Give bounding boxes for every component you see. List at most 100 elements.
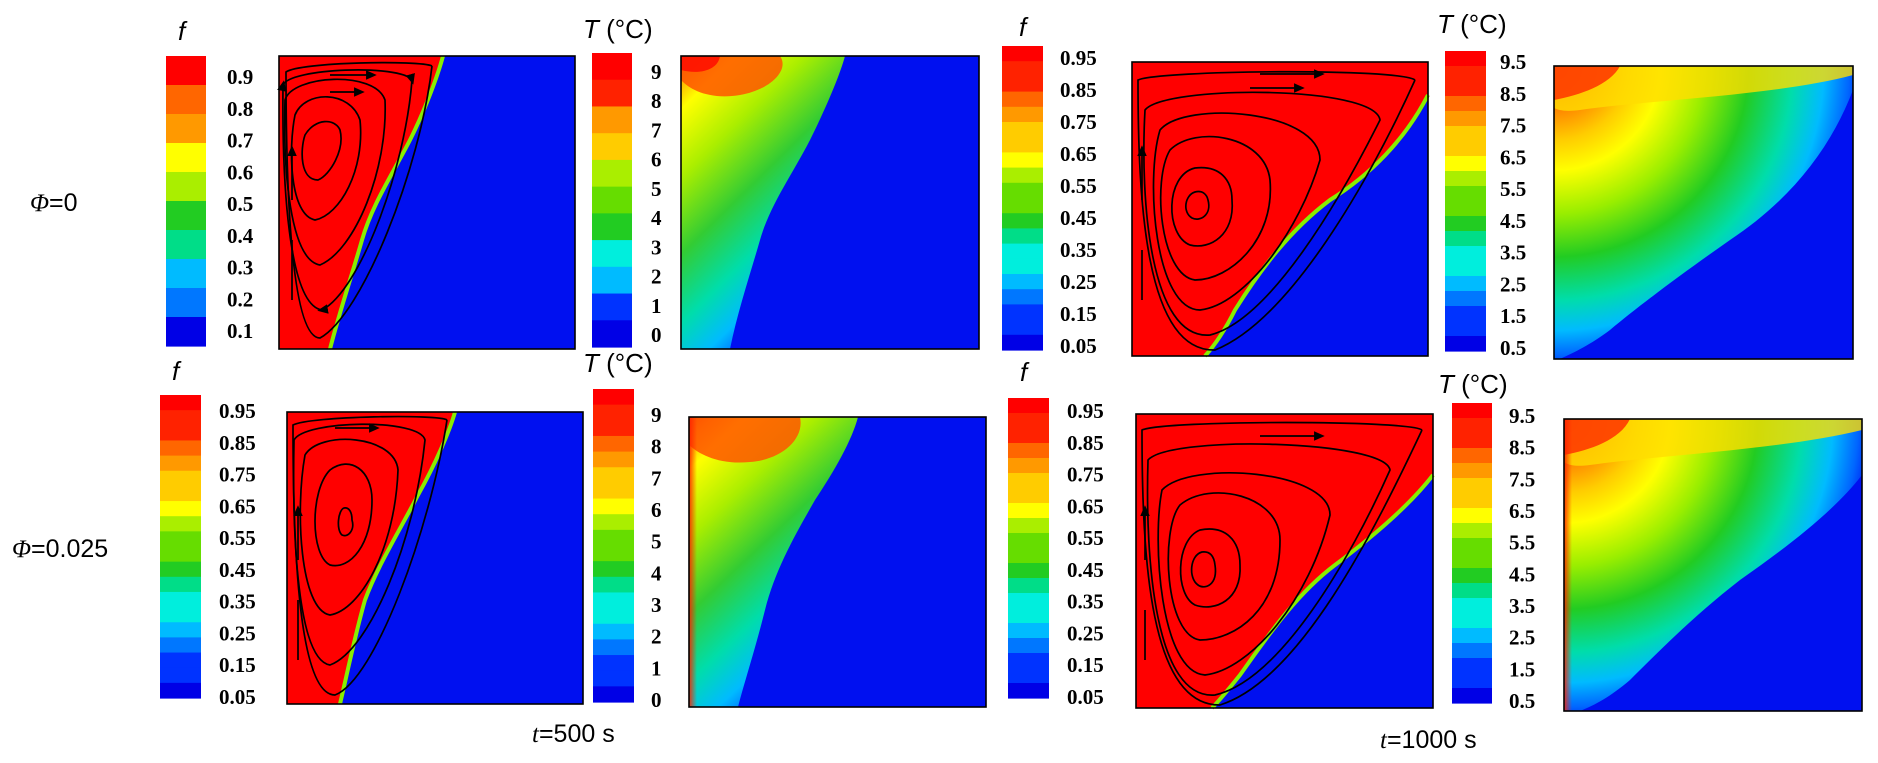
warm-zone	[1564, 419, 1862, 466]
hot-zone	[1564, 419, 1630, 455]
colorbar-band	[1002, 167, 1043, 184]
colorbar-tick-label: 0.95	[1060, 46, 1097, 70]
colorbar-band	[593, 576, 634, 594]
colorbar-tick-label: 0.95	[1067, 399, 1104, 423]
mushy-interface	[1203, 94, 1430, 358]
panel-frame	[278, 55, 576, 350]
colorbar-band	[160, 485, 201, 502]
streamline	[337, 507, 354, 537]
colorbar-band	[1452, 403, 1492, 419]
colorbar-band	[1002, 122, 1043, 138]
colorbar-band	[593, 389, 634, 406]
colorbar-band	[593, 561, 634, 578]
colorbar-tick-label: 7.5	[1509, 467, 1535, 491]
streamline	[1157, 472, 1331, 676]
colorbar-band	[593, 545, 634, 562]
colorbar-band	[1008, 443, 1049, 459]
colorbar-band	[1452, 478, 1492, 494]
colorbar-band	[592, 133, 632, 161]
colorbar-tick-label: 0.25	[219, 621, 256, 645]
colorbar-band	[1452, 568, 1492, 584]
colorbar-band	[160, 470, 201, 487]
colorbar-tick-label: 3	[651, 235, 662, 259]
time-label-500: t=500 s	[532, 720, 615, 748]
colorbar-band	[1445, 81, 1486, 97]
colorbar-band	[160, 637, 201, 654]
colorbar-band	[593, 639, 634, 656]
colorbar-title-f: f	[178, 16, 188, 46]
colorbar-band	[166, 259, 206, 289]
colorbar-tick-label: 0.55	[1060, 174, 1097, 198]
colorbar-band	[160, 440, 201, 457]
colorbar-tick-label: 6.5	[1509, 499, 1535, 523]
colorbar-title-T: T (°C)	[583, 14, 653, 44]
colorbar-tick-label: 1	[651, 656, 662, 680]
colorbar-tick-label: 9.5	[1509, 404, 1535, 428]
colorbar-band	[1445, 216, 1486, 232]
colorbar-band	[1452, 628, 1492, 644]
streamline	[283, 69, 413, 310]
colorbar-band	[593, 670, 634, 687]
colorbar-tick-label: 9	[651, 60, 662, 84]
colorbar-band	[1008, 578, 1049, 594]
panel-f-phi0-t500	[278, 55, 576, 350]
panel-frame	[680, 55, 980, 350]
colorbar-tick-label: 0.85	[1060, 78, 1097, 102]
streamline	[292, 415, 448, 696]
colorbar-tick-label: 3.5	[1500, 241, 1526, 265]
colorbar-band	[592, 240, 632, 268]
colorbar-band	[1452, 583, 1492, 599]
colorbar-band	[593, 514, 634, 531]
colorbar-band	[166, 317, 206, 347]
colorbar-T-row1-t1000: 9.5 8.5 7.5 6.5 5.5 4.5 3.5 2.5 1.5 0.5	[1445, 50, 1526, 360]
colorbar-tick-label: 0.35	[1060, 238, 1097, 262]
colorbar-band	[1452, 418, 1492, 434]
colorbar-f-row1-t500: 0.9 0.8 0.7 0.6 0.5 0.4 0.3 0.2 0.1	[166, 56, 254, 347]
colorbar-tick-label: 3	[651, 593, 662, 617]
colorbar-tick-label: 0.1	[227, 319, 253, 343]
colorbar-band	[1452, 523, 1492, 539]
panel-T-phi0025-t1000	[1563, 418, 1863, 712]
colorbar-band	[1452, 493, 1492, 509]
streamlines	[1142, 421, 1423, 706]
colorbar-band	[1452, 613, 1492, 629]
colorbar-band	[1002, 182, 1043, 199]
panel-frame	[286, 411, 584, 705]
liquid-region	[1136, 414, 1433, 708]
colorbar-band	[166, 172, 206, 202]
colorbar-tick-label: 0.45	[1067, 558, 1104, 582]
colorbar-band	[1002, 106, 1043, 123]
colorbar-band	[160, 652, 201, 669]
colorbar-tick-label: 0.25	[1067, 621, 1104, 645]
colorbar-band	[1445, 246, 1486, 262]
colorbar-tick-label: 0.75	[1060, 110, 1097, 134]
panel-T-phi0-t500	[680, 55, 980, 350]
colorbar-band	[160, 455, 201, 472]
colorbar-tick-label: 0.25	[1060, 270, 1097, 294]
colorbar-tick-label: 0.35	[219, 590, 256, 614]
panel-f-phi0025-t500	[286, 411, 584, 705]
colorbar-band	[592, 293, 632, 321]
colorbar-tick-label: 7	[651, 466, 662, 490]
colorbar-band	[160, 682, 201, 699]
colorbar-band	[1008, 518, 1049, 534]
colorbar-band	[593, 623, 634, 640]
colorbar-band	[160, 501, 201, 517]
colorbar-band	[1445, 171, 1486, 187]
colorbar-tick-label: 4	[651, 206, 662, 230]
mushy-interface	[1210, 473, 1435, 710]
hot-zone	[681, 56, 720, 72]
colorbar-tick-label: 2.5	[1500, 272, 1526, 296]
colorbar-tick-label: 0.55	[219, 526, 256, 550]
colorbar-tick-label: 0.95	[219, 399, 256, 423]
liquid-region	[287, 412, 455, 704]
colorbar-band	[592, 213, 632, 241]
streamlines	[292, 415, 448, 696]
colorbar-tick-label: 4.5	[1500, 209, 1526, 233]
colorbar-tick-label: 0.5	[1500, 336, 1526, 360]
colorbar-tick-label: 0.65	[1067, 494, 1104, 518]
colorbar-band	[1008, 653, 1049, 669]
streamline	[299, 438, 399, 616]
colorbar-tick-label: 0.35	[1067, 590, 1104, 614]
